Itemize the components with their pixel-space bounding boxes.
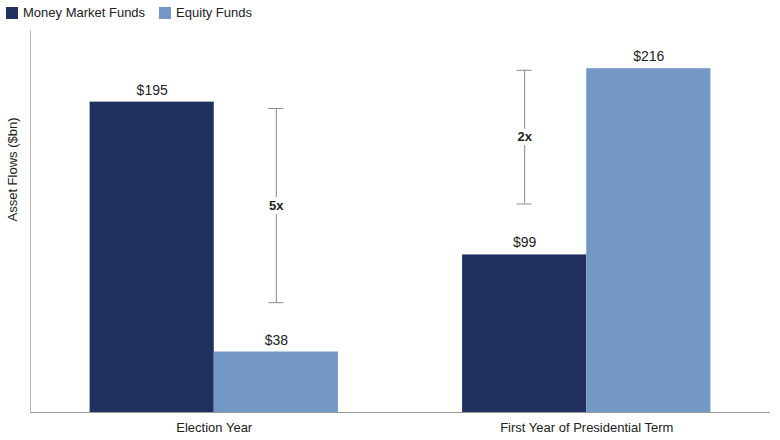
svg-text:Election Year: Election Year (176, 420, 253, 435)
svg-text:$38: $38 (265, 331, 289, 347)
svg-text:$216: $216 (633, 48, 664, 64)
svg-text:First Year of Presidential Ter: First Year of Presidential Term (500, 420, 673, 435)
html-text:Money Market Funds: Money Market Funds (23, 5, 146, 20)
svg-text:2x: 2x (517, 129, 532, 144)
svg-text:Asset Flows ($bn): Asset Flows ($bn) (5, 117, 20, 221)
svg-text:$195: $195 (137, 82, 168, 98)
svg-text:5x: 5x (269, 198, 284, 213)
svg-text:$99: $99 (513, 234, 537, 250)
html-text:Equity Funds: Equity Funds (176, 5, 252, 20)
